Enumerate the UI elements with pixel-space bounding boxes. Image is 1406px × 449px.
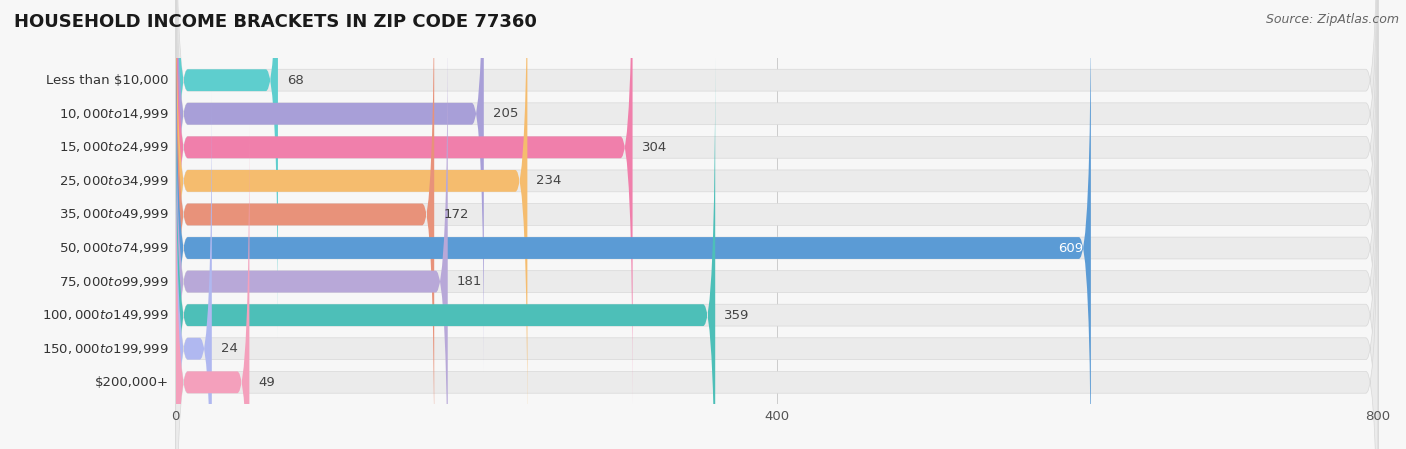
Text: 68: 68 xyxy=(287,74,304,87)
Text: 24: 24 xyxy=(221,342,238,355)
FancyBboxPatch shape xyxy=(176,57,1378,449)
FancyBboxPatch shape xyxy=(176,0,527,439)
FancyBboxPatch shape xyxy=(176,0,1378,449)
FancyBboxPatch shape xyxy=(176,57,716,449)
FancyBboxPatch shape xyxy=(176,0,1091,449)
FancyBboxPatch shape xyxy=(176,125,1378,449)
Text: Less than $10,000: Less than $10,000 xyxy=(46,74,169,87)
Text: $35,000 to $49,999: $35,000 to $49,999 xyxy=(59,207,169,221)
Text: 234: 234 xyxy=(536,174,562,187)
Text: 304: 304 xyxy=(641,141,666,154)
Text: 609: 609 xyxy=(1059,242,1084,255)
Text: $25,000 to $34,999: $25,000 to $34,999 xyxy=(59,174,169,188)
Text: $10,000 to $14,999: $10,000 to $14,999 xyxy=(59,107,169,121)
Text: 205: 205 xyxy=(494,107,519,120)
Text: 172: 172 xyxy=(443,208,468,221)
FancyBboxPatch shape xyxy=(176,0,1378,449)
Text: 181: 181 xyxy=(457,275,482,288)
FancyBboxPatch shape xyxy=(176,0,1378,371)
Text: $75,000 to $99,999: $75,000 to $99,999 xyxy=(59,275,169,289)
FancyBboxPatch shape xyxy=(176,0,484,371)
Text: $50,000 to $74,999: $50,000 to $74,999 xyxy=(59,241,169,255)
FancyBboxPatch shape xyxy=(176,24,1378,449)
FancyBboxPatch shape xyxy=(176,24,447,449)
FancyBboxPatch shape xyxy=(176,0,633,405)
FancyBboxPatch shape xyxy=(176,91,212,449)
Text: $200,000+: $200,000+ xyxy=(94,376,169,389)
FancyBboxPatch shape xyxy=(176,125,249,449)
FancyBboxPatch shape xyxy=(176,0,434,449)
Text: $100,000 to $149,999: $100,000 to $149,999 xyxy=(42,308,169,322)
Text: Source: ZipAtlas.com: Source: ZipAtlas.com xyxy=(1265,13,1399,26)
FancyBboxPatch shape xyxy=(176,91,1378,449)
FancyBboxPatch shape xyxy=(176,0,278,338)
Text: 49: 49 xyxy=(259,376,276,389)
FancyBboxPatch shape xyxy=(176,0,1378,338)
Text: $150,000 to $199,999: $150,000 to $199,999 xyxy=(42,342,169,356)
FancyBboxPatch shape xyxy=(176,0,1378,405)
Text: 359: 359 xyxy=(724,308,749,321)
Text: $15,000 to $24,999: $15,000 to $24,999 xyxy=(59,141,169,154)
FancyBboxPatch shape xyxy=(176,0,1378,439)
Text: HOUSEHOLD INCOME BRACKETS IN ZIP CODE 77360: HOUSEHOLD INCOME BRACKETS IN ZIP CODE 77… xyxy=(14,13,537,31)
